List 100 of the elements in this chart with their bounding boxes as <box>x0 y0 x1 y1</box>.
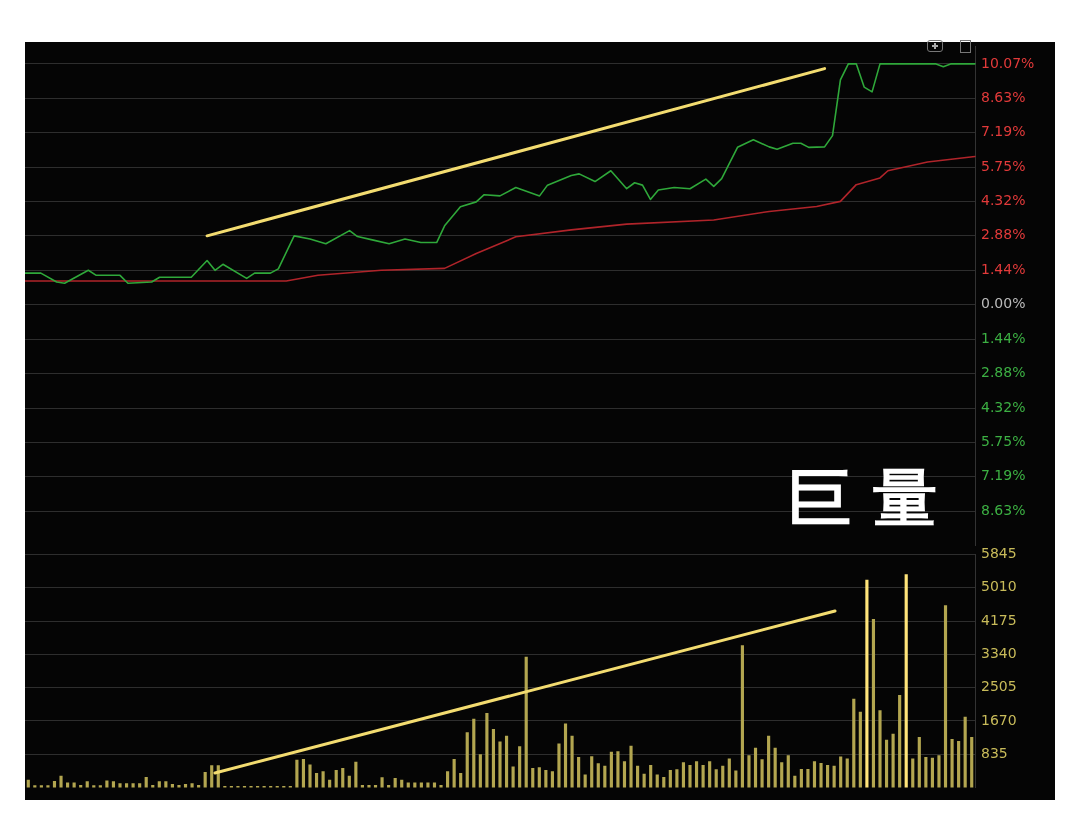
bar <box>839 756 843 788</box>
y-tick-label: 835 <box>981 744 1008 761</box>
bar <box>806 768 810 788</box>
bar <box>845 758 849 788</box>
bar <box>504 735 509 788</box>
bar <box>727 758 731 788</box>
bar <box>767 735 771 788</box>
y-tick-label: 10.07% <box>981 54 1035 71</box>
bar <box>878 710 882 788</box>
bar <box>649 764 653 788</box>
bar <box>413 782 417 788</box>
bar <box>891 733 895 788</box>
annotation: 巨 量 <box>786 461 937 536</box>
bar <box>773 747 777 788</box>
bar <box>570 735 574 788</box>
y-tick-label: 3340 <box>981 644 1017 661</box>
bar <box>721 765 725 788</box>
bar <box>740 645 744 788</box>
bar <box>622 761 627 788</box>
bar <box>819 762 823 788</box>
bar <box>472 718 476 788</box>
bar <box>701 764 705 788</box>
bar <box>432 782 437 788</box>
bar <box>321 771 325 788</box>
bar <box>636 765 640 788</box>
bar <box>688 764 692 788</box>
bar <box>301 758 306 788</box>
bar <box>518 746 522 788</box>
bar <box>904 574 908 788</box>
bar <box>616 751 620 788</box>
bar <box>786 755 790 788</box>
bar <box>72 782 76 788</box>
y-tick-label: 8.63% <box>981 501 1026 518</box>
y-tick-label: 8.63% <box>981 88 1026 105</box>
bar <box>596 763 600 788</box>
bar <box>446 771 450 788</box>
bar <box>544 770 548 788</box>
y-tick-label: 4175 <box>981 611 1017 628</box>
y-tick-label: 5845 <box>981 545 1017 562</box>
bar <box>753 747 758 788</box>
bar <box>491 729 496 788</box>
bar <box>832 765 836 788</box>
y-tick-label: 1670 <box>981 711 1017 728</box>
y-tick-label: 1.44% <box>981 329 1026 346</box>
bar <box>858 711 862 788</box>
bar <box>164 781 168 788</box>
y-tick-label: 7.19% <box>981 467 1026 484</box>
bar <box>675 769 679 788</box>
bar <box>714 769 718 788</box>
bar <box>957 740 961 788</box>
bar <box>341 768 345 788</box>
bar <box>66 782 70 788</box>
bar <box>465 732 469 788</box>
bar <box>708 761 712 788</box>
bar <box>308 764 312 788</box>
bar <box>524 656 528 788</box>
bar <box>668 770 672 788</box>
bar <box>780 762 784 788</box>
bar <box>85 781 89 788</box>
bar <box>478 754 482 788</box>
y-tick-label: 5010 <box>981 578 1017 595</box>
bar <box>865 579 869 788</box>
bar <box>380 777 384 788</box>
bar <box>963 716 967 788</box>
bar <box>970 737 974 788</box>
bar <box>426 782 430 788</box>
bar <box>603 765 607 788</box>
bar <box>681 762 686 788</box>
bar <box>911 758 915 788</box>
bar <box>898 695 902 788</box>
bar <box>459 772 463 788</box>
bar <box>111 781 116 788</box>
bar <box>531 768 535 788</box>
bar <box>924 756 928 788</box>
y-tick-label: 2.88% <box>981 226 1026 243</box>
y-tick-label: 5.75% <box>981 432 1026 449</box>
bar <box>826 764 830 788</box>
bar <box>577 756 581 788</box>
y-tick-label: 1.44% <box>981 260 1026 277</box>
bar <box>747 755 751 788</box>
bar <box>118 783 122 788</box>
bar <box>852 698 856 788</box>
bar <box>295 759 299 788</box>
bar <box>557 743 561 788</box>
bar <box>334 770 338 788</box>
bar <box>609 751 613 788</box>
bar <box>950 738 954 788</box>
bar <box>393 778 397 788</box>
bar <box>485 713 489 788</box>
bar <box>629 745 633 788</box>
bar <box>511 766 515 788</box>
bar <box>884 739 889 788</box>
bar <box>203 772 207 788</box>
bar <box>314 772 319 788</box>
bar <box>157 781 161 788</box>
bar <box>419 782 423 788</box>
bar <box>550 771 554 788</box>
y-tick-label: 5.75% <box>981 157 1026 174</box>
y-tick-label: 2505 <box>981 678 1017 695</box>
bar <box>694 761 699 788</box>
